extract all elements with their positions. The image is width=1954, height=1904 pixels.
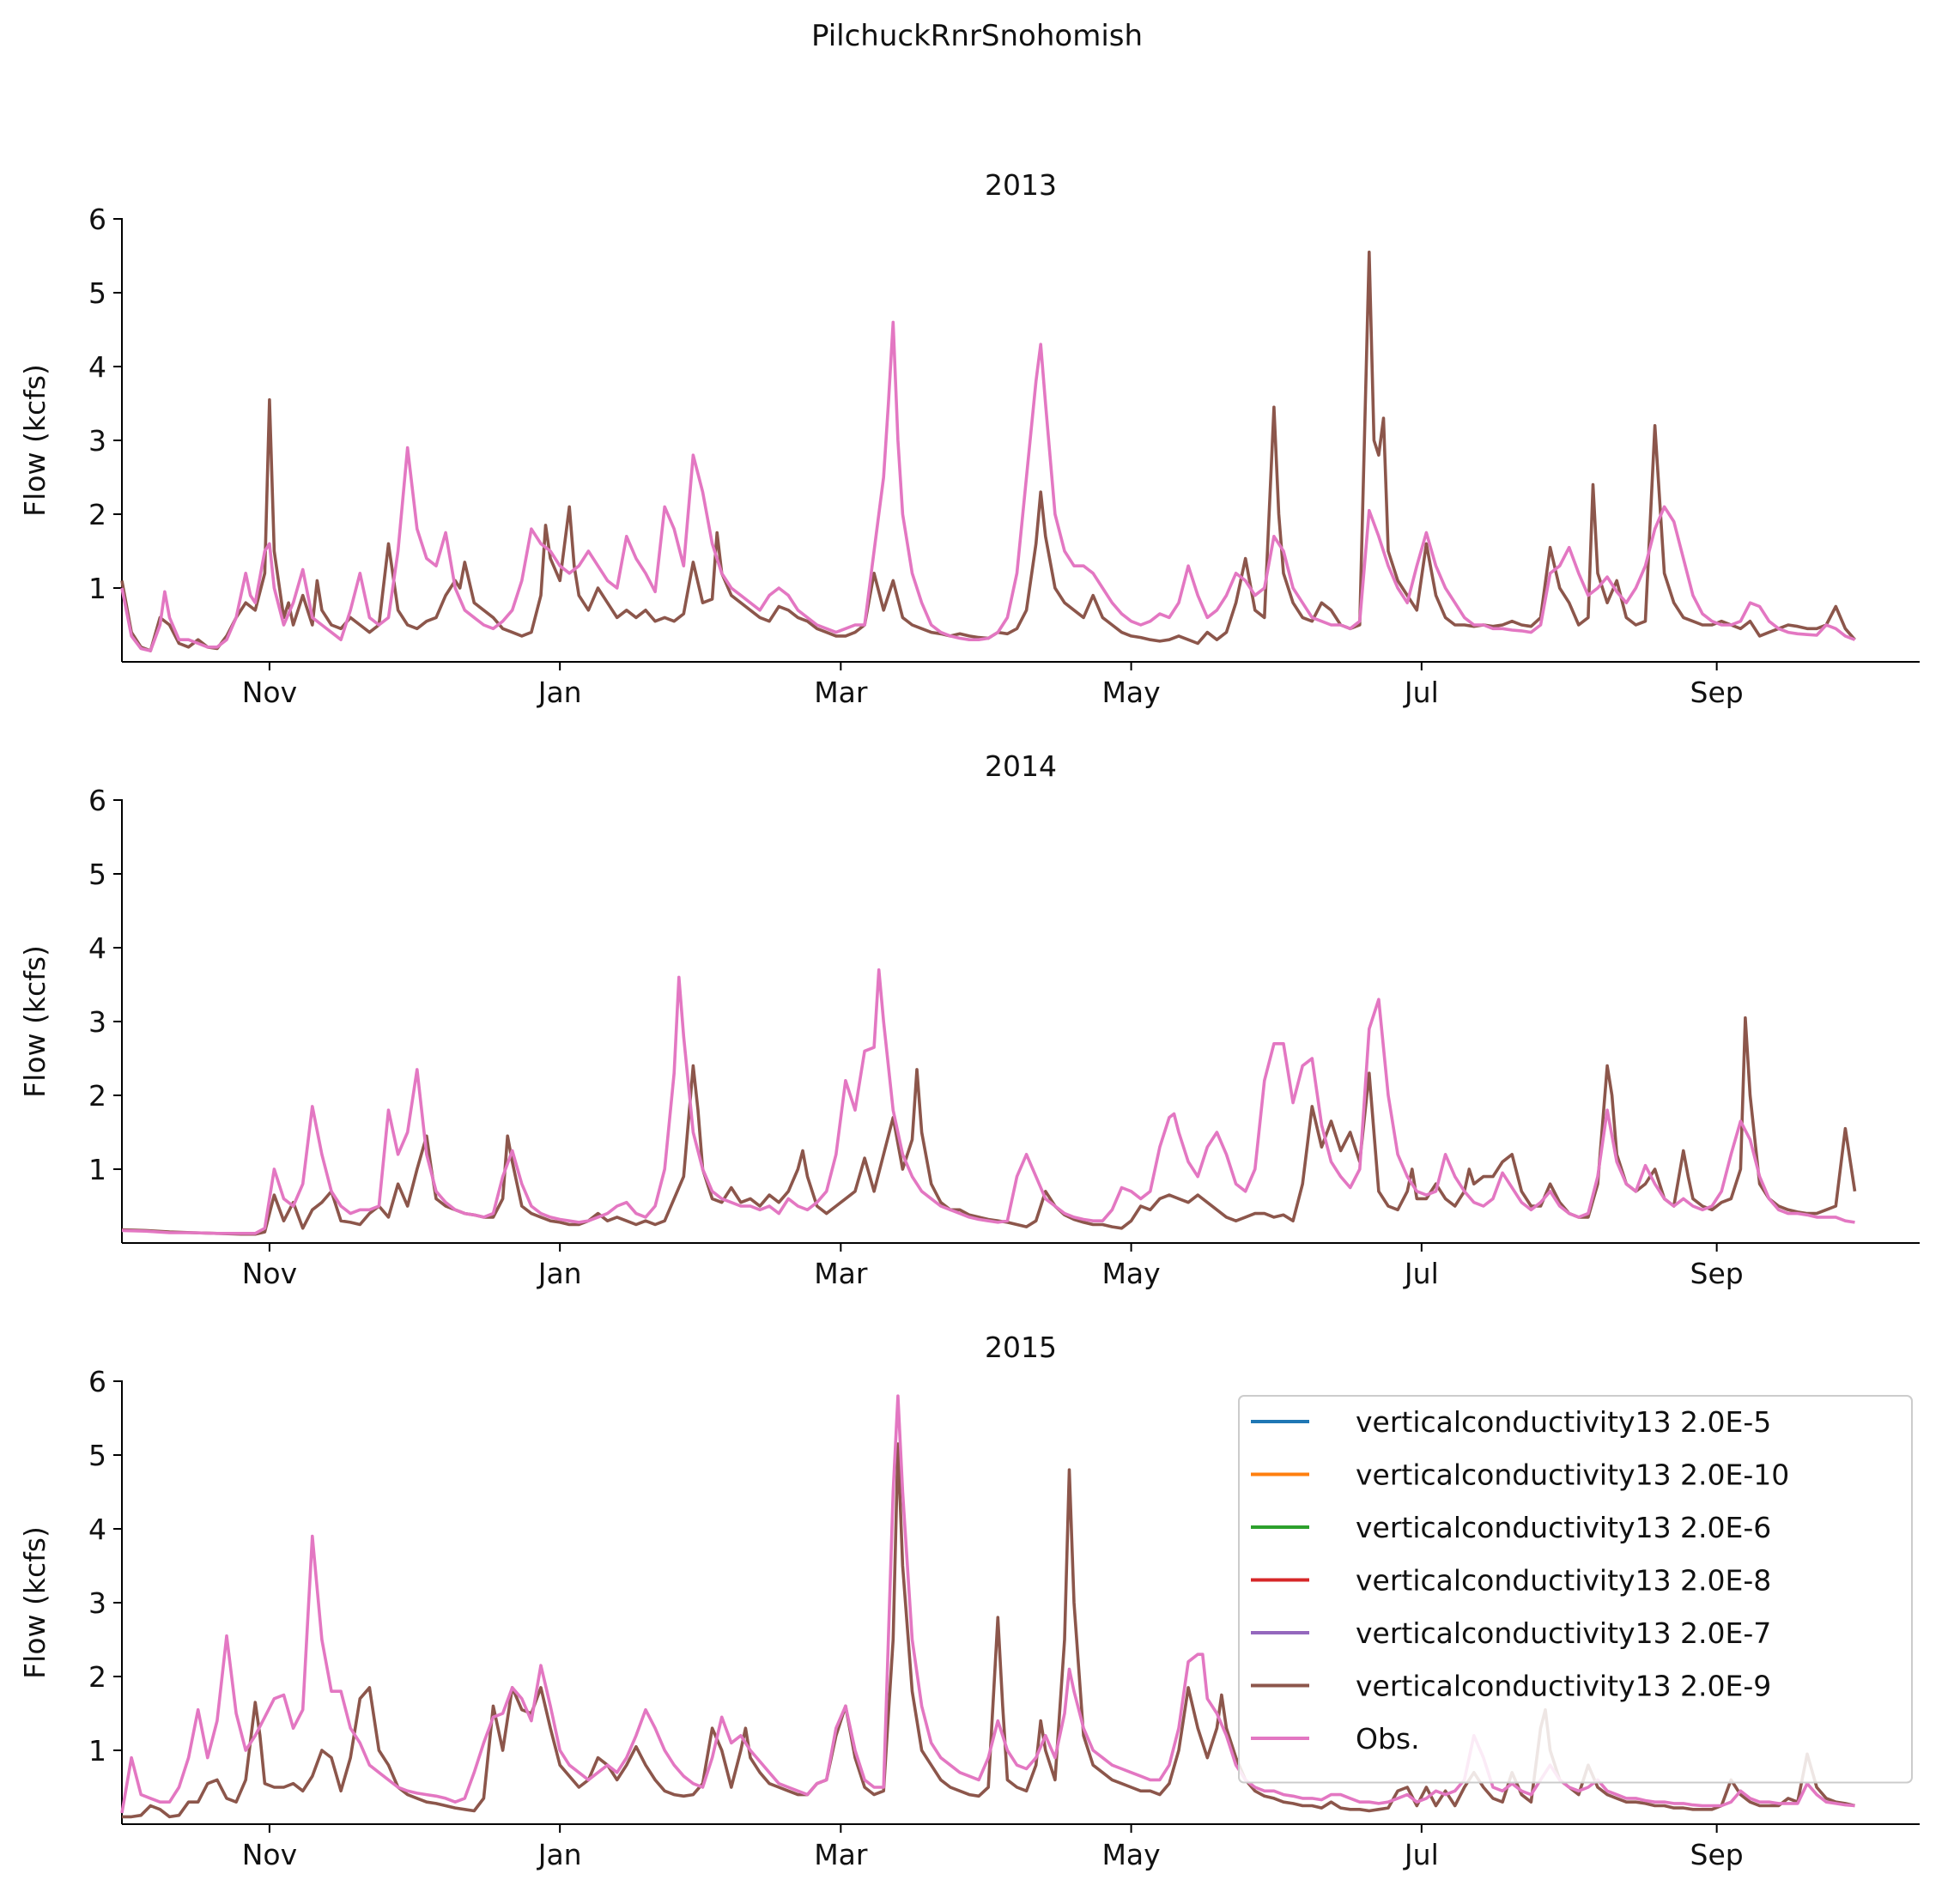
subplot-title: 2015 bbox=[985, 1331, 1057, 1364]
y-tick-label: 5 bbox=[88, 276, 106, 310]
x-tick-label: May bbox=[1101, 1257, 1160, 1290]
y-tick-label: 6 bbox=[88, 203, 106, 236]
y-tick-label: 1 bbox=[88, 572, 106, 605]
subplot-2014: 2014 Flow (kcfs) 1 2 3 4 5 6 Nov Jan Mar May Jul Sep bbox=[18, 749, 1920, 1290]
x-tick-label: Mar bbox=[814, 1838, 868, 1871]
y-axis-label: Flow (kcfs) bbox=[18, 1526, 52, 1679]
legend-label: verticalconductivity13 2.0E-6 bbox=[1356, 1511, 1771, 1544]
x-tick-label: Jan bbox=[537, 1257, 582, 1290]
y-axis-label: Flow (kcfs) bbox=[18, 364, 52, 517]
x-tick-label: Jan bbox=[537, 676, 582, 709]
y-tick-label: 3 bbox=[88, 424, 106, 458]
series-line-obs bbox=[121, 968, 1855, 1235]
y-tick-label: 4 bbox=[88, 931, 106, 965]
series-line-sim bbox=[120, 250, 1856, 652]
y-tick-label: 6 bbox=[88, 1365, 106, 1398]
x-tick-label: May bbox=[1101, 1838, 1160, 1871]
y-tick-label: 4 bbox=[88, 350, 106, 384]
legend-box bbox=[1238, 1395, 1913, 1784]
y-tick-label: 5 bbox=[88, 858, 106, 891]
legend-label: verticalconductivity13 2.0E-8 bbox=[1356, 1564, 1771, 1598]
figure-title: PilchuckRnrSnohomish bbox=[810, 19, 1144, 53]
y-tick-label: 2 bbox=[88, 1660, 106, 1694]
legend-label: verticalconductivity13 2.0E-7 bbox=[1356, 1616, 1771, 1650]
y-tick-label: 1 bbox=[88, 1734, 106, 1768]
legend-label: verticalconductivity13 2.0E-10 bbox=[1356, 1458, 1789, 1492]
y-tick-label: 3 bbox=[88, 1005, 106, 1039]
y-tick-label: 1 bbox=[88, 1153, 106, 1186]
x-tick-label: Mar bbox=[814, 1257, 868, 1290]
legend: verticalconductivity13 2.0E-5 verticalcon… bbox=[1238, 1395, 1913, 1784]
legend-label: verticalconductivity13 2.0E-9 bbox=[1356, 1670, 1771, 1703]
subplot-2013: 2013 Flow (kcfs) 1 2 3 4 5 6 Nov Jan Mar May Jul Sep bbox=[18, 168, 1920, 709]
y-tick-label: 2 bbox=[88, 1079, 106, 1113]
x-tick-label: Jul bbox=[1403, 1257, 1439, 1290]
legend-label: verticalconductivity13 2.0E-5 bbox=[1356, 1405, 1771, 1439]
y-axis-label: Flow (kcfs) bbox=[18, 945, 52, 1098]
x-tick-label: Jan bbox=[537, 1838, 582, 1871]
x-tick-label: Sep bbox=[1690, 1257, 1744, 1290]
x-tick-label: May bbox=[1101, 676, 1160, 709]
subplot-title: 2013 bbox=[985, 168, 1057, 202]
x-tick-label: Nov bbox=[242, 676, 297, 709]
x-tick-label: Nov bbox=[242, 1257, 297, 1290]
series-line-sim bbox=[121, 1016, 1857, 1236]
y-tick-label: 4 bbox=[88, 1513, 106, 1546]
series-line-obs bbox=[120, 320, 1856, 652]
y-tick-label: 3 bbox=[88, 1586, 106, 1620]
x-tick-label: Sep bbox=[1690, 1838, 1744, 1871]
y-tick-label: 5 bbox=[88, 1439, 106, 1472]
x-tick-label: Mar bbox=[814, 676, 868, 709]
subplot-title: 2014 bbox=[985, 749, 1057, 783]
x-tick-label: Jul bbox=[1403, 1838, 1439, 1871]
y-tick-label: 2 bbox=[88, 498, 106, 531]
x-tick-label: Jul bbox=[1403, 676, 1439, 709]
x-tick-label: Sep bbox=[1690, 676, 1744, 709]
legend-label: Obs. bbox=[1356, 1722, 1420, 1755]
y-tick-label: 6 bbox=[88, 784, 106, 817]
x-tick-label: Nov bbox=[242, 1838, 297, 1871]
